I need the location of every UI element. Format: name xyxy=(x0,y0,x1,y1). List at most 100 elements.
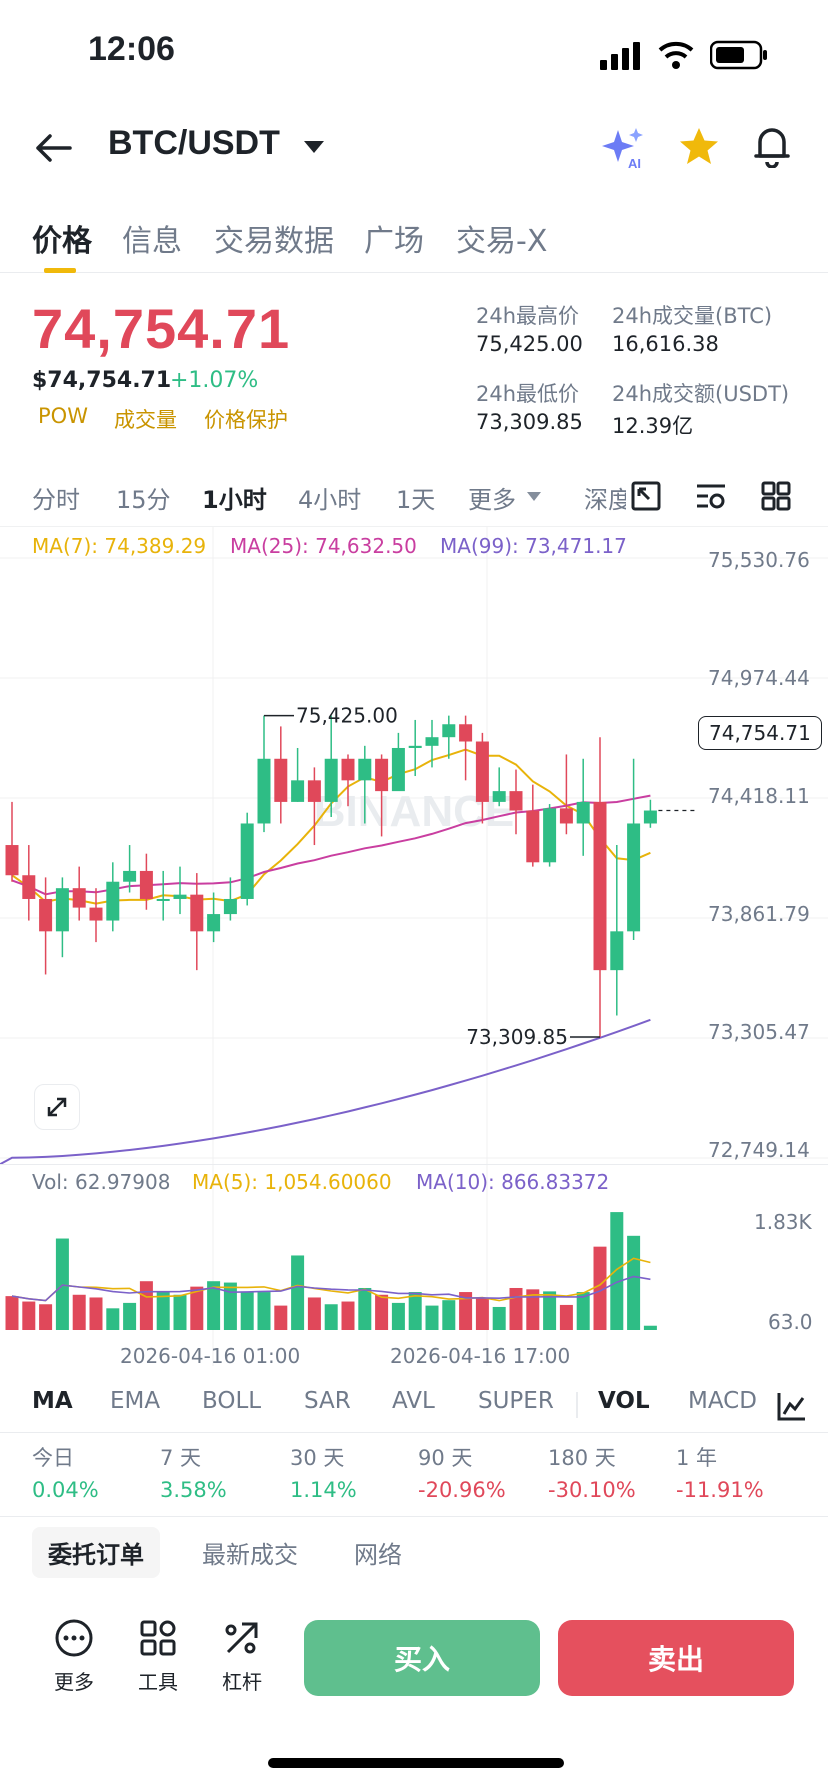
stat-volbtc-label: 24h成交量(BTC) xyxy=(612,304,773,328)
chart-fullscreen-icon[interactable] xyxy=(630,480,662,512)
candle-body xyxy=(39,898,53,932)
ind-macd[interactable]: MACD xyxy=(688,1388,757,1414)
sell-button[interactable]: 卖出 xyxy=(558,1620,794,1696)
volume-bar xyxy=(341,1301,355,1330)
tab-latest-trades[interactable]: 最新成交 xyxy=(202,1541,298,1569)
pair-dropdown-icon[interactable] xyxy=(302,138,326,156)
ma99-line xyxy=(0,1018,651,1166)
tab-active-indicator xyxy=(44,268,76,273)
signal-icon xyxy=(600,42,640,70)
interval-depth[interactable]: 深度 xyxy=(584,486,626,514)
candle-body xyxy=(543,808,557,863)
pair-title[interactable]: BTC/USDT xyxy=(108,124,280,162)
alert-bell-icon[interactable] xyxy=(752,124,792,168)
favorite-star-icon[interactable] xyxy=(678,126,720,166)
layout-grid-icon[interactable] xyxy=(760,480,792,512)
expand-chart-button[interactable] xyxy=(34,1084,80,1130)
tag-pow[interactable]: POW xyxy=(38,404,88,428)
tab-open-orders[interactable]: 委托订单 xyxy=(32,1527,160,1578)
back-arrow-icon[interactable] xyxy=(34,132,74,164)
volume-bar xyxy=(610,1212,624,1330)
tab-trade-x[interactable]: 交易-X xyxy=(456,224,548,259)
interval-1d[interactable]: 1天 xyxy=(396,486,436,514)
tools-button[interactable]: 工具 xyxy=(128,1618,188,1695)
perf-value: 3.58% xyxy=(160,1478,227,1502)
interval-more[interactable]: 更多 xyxy=(468,486,516,514)
vol-ma5-legend: MA(5): 1,054.60060 xyxy=(192,1170,392,1194)
tab-info[interactable]: 信息 xyxy=(122,224,182,259)
candle-body xyxy=(627,823,641,932)
status-time: 12:06 xyxy=(88,30,175,68)
y-tick: 73,861.79 xyxy=(708,902,810,926)
volume-bar xyxy=(324,1304,338,1330)
volume-bar xyxy=(593,1246,607,1330)
interval-1h[interactable]: 1小时 xyxy=(202,486,267,514)
stat-high-label: 24h最高价 xyxy=(476,304,580,328)
indicator-divider xyxy=(0,1432,828,1433)
price-change: +1.07% xyxy=(170,368,259,393)
volume-bar xyxy=(643,1325,657,1330)
interval-time[interactable]: 分时 xyxy=(32,486,80,514)
vol-ma10-legend: MA(10): 866.83372 xyxy=(416,1170,610,1194)
volume-bar xyxy=(559,1304,573,1330)
ind-boll[interactable]: BOLL xyxy=(202,1388,262,1414)
volume-bar xyxy=(408,1292,422,1330)
last-price: 74,754.71 xyxy=(32,297,291,360)
chart-settings-icon[interactable] xyxy=(694,480,728,512)
ind-super[interactable]: SUPER xyxy=(478,1388,554,1414)
candle-body xyxy=(408,745,422,748)
volume-bar xyxy=(106,1308,120,1330)
tag-price-protection[interactable]: 价格保护 xyxy=(204,408,288,432)
leverage-button[interactable]: 杠杆 xyxy=(212,1618,272,1695)
tab-trading-data[interactable]: 交易数据 xyxy=(214,224,334,259)
perf-label: 180 天 xyxy=(548,1446,616,1470)
interval-4h[interactable]: 4小时 xyxy=(298,486,362,514)
more-button[interactable]: 更多 xyxy=(44,1618,104,1695)
candle-body xyxy=(139,870,153,899)
candle-body xyxy=(123,870,137,882)
volume-bar xyxy=(223,1282,237,1330)
y-tick: 74,418.11 xyxy=(708,784,810,808)
volume-bar xyxy=(123,1302,137,1330)
stat-high-value: 75,425.00 xyxy=(476,332,583,356)
ma99-legend: MA(99): 73,471.17 xyxy=(440,534,627,558)
more-dots-icon xyxy=(55,1619,93,1657)
tab-network[interactable]: 网络 xyxy=(354,1541,402,1569)
ai-sparkle-icon[interactable]: AI xyxy=(600,126,648,170)
vol-legend: Vol: 62.97908 xyxy=(32,1170,171,1194)
leverage-icon xyxy=(225,1622,258,1654)
ind-ema[interactable]: EMA xyxy=(110,1388,161,1414)
candle-body xyxy=(240,823,254,899)
volume-bar xyxy=(526,1289,540,1330)
ind-sar[interactable]: SAR xyxy=(304,1388,351,1414)
buy-button[interactable]: 买入 xyxy=(304,1620,540,1696)
volume-bar xyxy=(72,1294,86,1330)
ind-avl[interactable]: AVL xyxy=(392,1388,435,1414)
ind-ma[interactable]: MA xyxy=(32,1388,73,1414)
perf-value: 1.14% xyxy=(290,1478,357,1502)
candle-body xyxy=(190,894,204,932)
vol-ma10-line xyxy=(11,1275,651,1302)
candle-body xyxy=(459,724,473,742)
volume-bar xyxy=(39,1304,53,1330)
tag-volume[interactable]: 成交量 xyxy=(114,408,177,432)
candle-body xyxy=(610,931,624,971)
tab-square[interactable]: 广场 xyxy=(364,224,424,259)
candle-body xyxy=(89,907,103,921)
wifi-icon xyxy=(658,41,694,69)
indicator-tabs: MA EMA BOLL SAR AVL SUPER VOL MACD xyxy=(0,1380,828,1430)
perf-label: 90 天 xyxy=(418,1446,473,1470)
volume-bar xyxy=(55,1238,69,1330)
ind-vol[interactable]: VOL xyxy=(598,1388,650,1414)
indicator-chart-icon[interactable] xyxy=(776,1390,808,1422)
interval-15m[interactable]: 15分 xyxy=(116,486,171,514)
candle-body xyxy=(358,758,372,781)
x-tick: 2026-04-16 01:00 xyxy=(120,1344,301,1368)
candle-body xyxy=(324,758,338,802)
volume-bar xyxy=(139,1281,153,1330)
candle-body xyxy=(257,758,271,824)
tab-price[interactable]: 价格 xyxy=(32,224,92,259)
volume-bar xyxy=(291,1255,305,1330)
stat-low-label: 24h最低价 xyxy=(476,382,580,406)
